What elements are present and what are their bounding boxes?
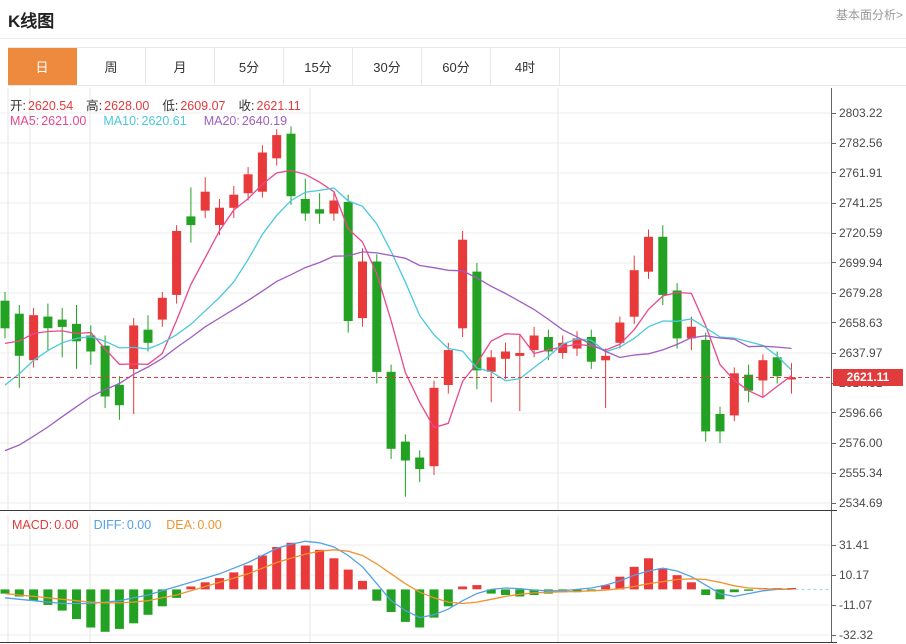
- axis-tick-mark: [832, 352, 836, 354]
- tab-30min[interactable]: 30分: [353, 48, 422, 85]
- axis-tick-mark: [832, 442, 836, 444]
- tab-week[interactable]: 周: [77, 48, 146, 85]
- y-axis-tick-label: 2658.63: [839, 315, 883, 330]
- ohlc-item: 开: 2620.54: [10, 99, 74, 113]
- macd-diff-line: [4, 540, 792, 619]
- axis-tick-mark: [832, 634, 836, 636]
- interval-tabbar: 日周月 5分 15分 30分 60分 4时: [8, 47, 906, 86]
- ma10-line: [4, 187, 792, 386]
- axis-tick-mark: [832, 112, 836, 114]
- y-axis-tick-label: 2761.91: [839, 165, 883, 180]
- tab-60min[interactable]: 60分: [422, 48, 491, 85]
- tab-5min[interactable]: 5分: [215, 48, 284, 85]
- fundamental-analysis-link[interactable]: 基本面分析>: [835, 8, 903, 22]
- y-axis-tick-label: 2720.59: [839, 226, 883, 240]
- macd-legend: MACD: 0.00 DIFF: 0.00 DEA: 0.00: [12, 518, 222, 532]
- macd-legend-item: DIFF: 0.00: [93, 518, 152, 532]
- macd-legend-item: DEA: 0.00: [166, 518, 222, 532]
- ohlc-readout: 开: 2620.54 高: 2628.00 低: 2609.07 收: 2621.11: [10, 95, 301, 114]
- y-axis-tick-label: -11.07: [839, 598, 873, 612]
- ma-legend-item: MA20: 2640.19: [203, 114, 288, 128]
- axis-tick-mark: [832, 262, 836, 264]
- ohlc-item: 低: 2609.07: [162, 99, 226, 113]
- macd-bottom-border: [0, 642, 837, 643]
- axis-tick-mark: [832, 574, 836, 576]
- candles-layer: [0, 126, 796, 497]
- macd-histogram: [0, 542, 796, 632]
- chart-area: 开: 2620.54 高: 2628.00 低: 2609.07 收: 2621.11 MA5…: [0, 88, 906, 644]
- axis-tick-mark: [832, 472, 836, 474]
- page-header: K线图 基本面分析>: [0, 0, 906, 39]
- y-axis-tick-label: 2782.56: [839, 136, 883, 150]
- tab-month[interactable]: 月: [146, 48, 215, 85]
- macd-chart[interactable]: [0, 515, 831, 643]
- axis-tick-mark: [832, 322, 836, 324]
- y-axis-tick-label: 10.17: [839, 568, 870, 582]
- axis-tick-mark: [832, 232, 836, 234]
- y-axis-tick-label: -32.32: [839, 628, 874, 642]
- last-price-tag: 2621.11: [833, 368, 903, 386]
- ma-legend-item: MA5: 2621.00: [10, 114, 87, 128]
- axis-tick-mark: [832, 502, 836, 504]
- y-axis-line: [831, 88, 832, 643]
- ma20-line: [4, 251, 792, 452]
- y-axis-tick-label: 2637.97: [839, 346, 883, 360]
- y-axis-tick-label: 2699.94: [839, 255, 883, 270]
- main-candlestick-chart[interactable]: [0, 88, 831, 511]
- axis-tick-mark: [832, 172, 836, 174]
- tab-15min[interactable]: 15分: [284, 48, 353, 85]
- tab-4hour[interactable]: 4时: [491, 48, 560, 85]
- axis-tick-mark: [832, 142, 836, 144]
- tab-day[interactable]: 日: [8, 48, 77, 85]
- ohlc-item: 高: 2628.00: [86, 99, 150, 113]
- y-axis-tick-label: 2596.66: [839, 405, 883, 420]
- axis-tick-mark: [832, 544, 836, 546]
- main-gridlines: [0, 88, 831, 510]
- y-axis-tick-label: 2576.00: [839, 436, 883, 450]
- axis-tick-mark: [832, 202, 836, 204]
- y-axis-tick-label: 2679.28: [839, 286, 883, 300]
- y-axis-tick-label: 2534.69: [839, 496, 883, 510]
- ohlc-item: 收: 2621.11: [238, 99, 301, 113]
- ma-legend-item: MA10: 2620.61: [103, 114, 187, 128]
- axis-tick-mark: [832, 412, 836, 414]
- ma-legend: MA5: 2621.00 MA10: 2620.61 MA20: 2640.19: [10, 114, 287, 128]
- axis-tick-mark: [832, 604, 836, 606]
- page-title: K线图: [8, 12, 55, 31]
- axis-tick-mark: [832, 292, 836, 294]
- ma5-line: [4, 169, 792, 429]
- macd-legend-item: MACD: 0.00: [12, 518, 79, 532]
- main-chart-bottom-border: [0, 510, 837, 511]
- macd-dea-line: [4, 549, 792, 605]
- y-axis-tick-label: 2555.34: [839, 466, 883, 480]
- y-axis-tick-label: 2803.22: [839, 106, 883, 120]
- y-axis-tick-label: 2741.25: [839, 196, 883, 210]
- y-axis-tick-label: 31.41: [839, 538, 870, 552]
